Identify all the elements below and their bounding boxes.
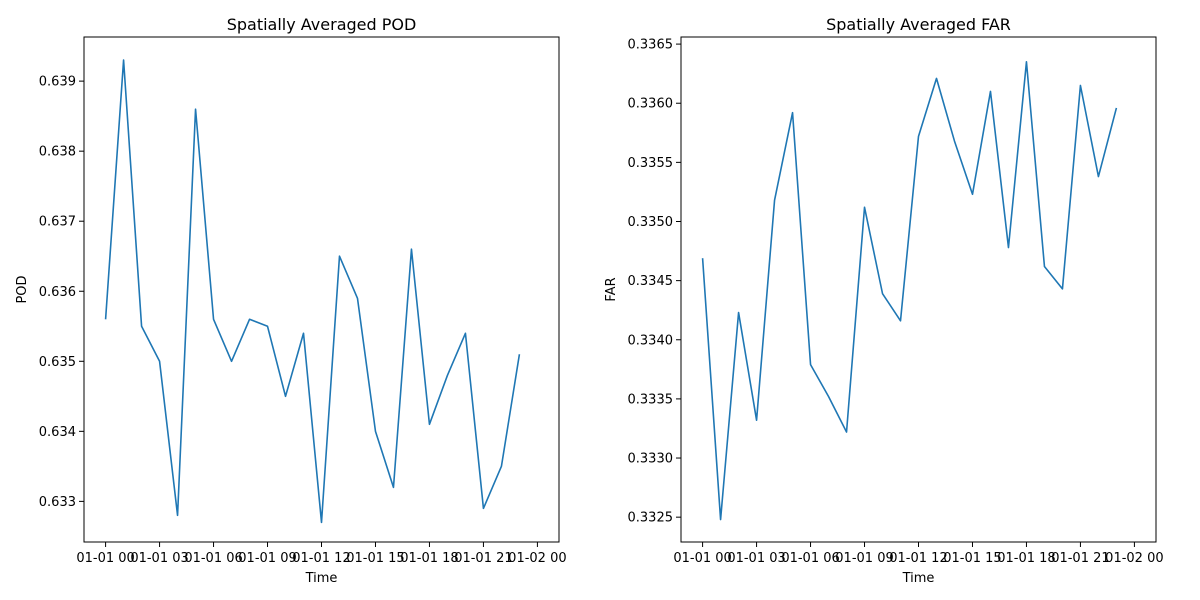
x-tick-label: 01-01 18 xyxy=(400,551,458,566)
y-tick-label: 0.637 xyxy=(39,215,76,230)
chart-title: Spatially Averaged FAR xyxy=(826,15,1011,34)
x-tick-label: 01-01 21 xyxy=(454,551,512,566)
y-tick-label: 0.639 xyxy=(39,75,76,90)
x-tick-label: 01-01 15 xyxy=(346,551,404,566)
x-tick-label: 01-01 00 xyxy=(673,551,731,566)
x-tick-label: 01-01 15 xyxy=(943,551,1001,566)
y-tick-label: 0.3325 xyxy=(628,511,674,526)
x-tick-label: 01-01 12 xyxy=(292,551,350,566)
x-tick-label: 01-01 00 xyxy=(76,551,134,566)
x-tick-label: 01-01 18 xyxy=(997,551,1055,566)
y-tick-label: 0.633 xyxy=(39,495,76,510)
y-tick-label: 0.634 xyxy=(39,425,76,440)
y-tick-label: 0.636 xyxy=(39,285,76,300)
pod-line xyxy=(104,59,521,524)
y-ticks: 0.3325 0.3330 0.3335 0.3340 0.3345 0.3350 0.33… xyxy=(628,38,681,526)
x-tick-label: 01-01 03 xyxy=(727,551,785,566)
y-tick-label: 0.3345 xyxy=(628,274,674,289)
y-tick-label: 0.3330 xyxy=(628,452,674,467)
y-tick-label: 0.3350 xyxy=(628,215,674,230)
x-axis-label: Time xyxy=(902,571,935,586)
y-tick-label: 0.3335 xyxy=(628,392,674,407)
y-tick-label: 0.635 xyxy=(39,355,76,370)
y-tick-label: 0.638 xyxy=(39,145,76,160)
x-tick-label: 01-02 00 xyxy=(1105,551,1163,566)
y-tick-label: 0.3340 xyxy=(628,333,674,348)
x-tick-label: 01-01 06 xyxy=(184,551,242,566)
x-tick-label: 01-01 09 xyxy=(238,551,296,566)
far-line xyxy=(701,61,1118,521)
x-tick-label: 01-01 06 xyxy=(781,551,839,566)
y-axis-label: FAR xyxy=(604,277,619,301)
x-tick-label: 01-01 21 xyxy=(1051,551,1109,566)
y-tick-label: 0.3355 xyxy=(628,156,674,171)
y-ticks: 0.633 0.634 0.635 0.636 0.637 0.638 0.639 xyxy=(39,75,84,510)
y-axis-label: POD xyxy=(15,275,30,303)
x-tick-label: 01-01 12 xyxy=(889,551,947,566)
far-chart: Spatially Averaged FAR 0.3325 0.3330 0.333… xyxy=(604,15,1164,586)
y-tick-label: 0.3360 xyxy=(628,97,674,112)
x-tick-label: 01-01 09 xyxy=(835,551,893,566)
x-tick-label: 01-01 03 xyxy=(130,551,188,566)
pod-chart: Spatially Averaged POD 0.6330.6340.6350.… xyxy=(15,15,567,586)
x-axis-label: Time xyxy=(305,571,338,586)
y-tick-label: 0.3365 xyxy=(628,38,674,53)
chart-title: Spatially Averaged POD xyxy=(227,15,417,34)
x-tick-label: 01-02 00 xyxy=(508,551,566,566)
